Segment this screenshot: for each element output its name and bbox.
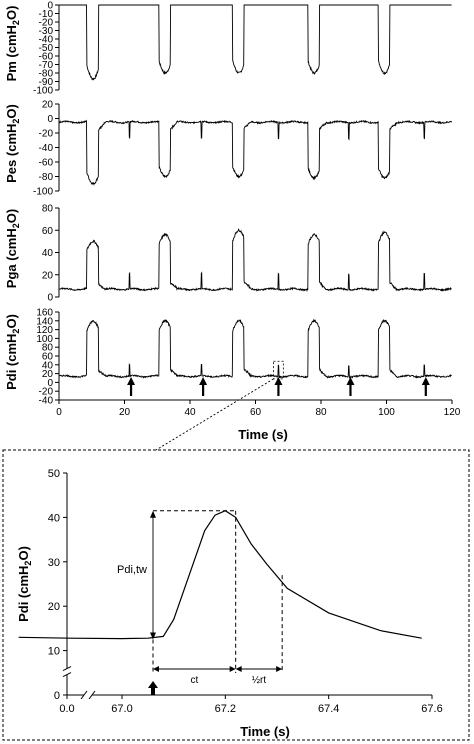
zoom-connector-line bbox=[155, 378, 274, 451]
y-axis-label: Pes (cmH2O) bbox=[4, 104, 21, 183]
y-tick-label: 140 bbox=[36, 316, 53, 327]
y-tick-label: -80 bbox=[39, 172, 54, 183]
y-tick-label: 30 bbox=[48, 557, 60, 569]
amplitude-label: Pdi,tw bbox=[117, 564, 147, 576]
stimulus-arrowhead bbox=[346, 377, 355, 385]
y-tick-label: 0 bbox=[47, 114, 53, 125]
y-axis-label: Pdi (cmH2O) bbox=[16, 546, 33, 622]
x-tick-label: 0.0 bbox=[59, 703, 74, 715]
y-tick-label: 80 bbox=[42, 343, 54, 354]
series-line bbox=[58, 228, 452, 293]
amplitude-arrowhead-top bbox=[150, 510, 156, 518]
chart-pdi-twitch-inset: 0 10 20 30 40 50 0.0 67.0 67.2 67.4 67.6 Pdi (cmH2O… bbox=[16, 468, 443, 715]
y-tick-label: 120 bbox=[36, 325, 53, 336]
chart-pes: 20 0 -20 -40 -60 -80 -100 Pes (cmH2O) bbox=[4, 100, 453, 198]
y-axis-break-mark bbox=[62, 672, 72, 678]
ct-arrowhead-right bbox=[229, 666, 236, 672]
y-tick-label: 40 bbox=[42, 248, 54, 259]
y-tick-label: 20 bbox=[42, 270, 54, 281]
y-tick-label: -10 bbox=[39, 9, 54, 20]
series-line bbox=[18, 510, 422, 640]
x-axis-label-inset: Time (s) bbox=[240, 724, 290, 739]
x-tick-label: 120 bbox=[444, 407, 461, 418]
stimulus-arrowhead bbox=[421, 377, 430, 385]
y-tick-label: 0 bbox=[54, 690, 60, 702]
y-tick-label: -60 bbox=[39, 52, 54, 63]
y-tick-label: -50 bbox=[39, 43, 54, 54]
y-tick-label: -40 bbox=[39, 396, 54, 407]
stimulus-arrow bbox=[151, 687, 155, 695]
series-line bbox=[58, 318, 452, 380]
x-tick-label: 67.6 bbox=[421, 703, 442, 715]
stimulus-arrowhead bbox=[148, 681, 158, 688]
x-axis-break-mark bbox=[88, 690, 96, 700]
x-axis-label-top: Time (s) bbox=[238, 427, 288, 442]
x-tick-label: 67.0 bbox=[111, 703, 132, 715]
zoom-highlight-box bbox=[273, 360, 284, 380]
x-tick-label: 0 bbox=[56, 407, 62, 418]
series-line bbox=[59, 4, 452, 81]
y-tick-label: 10 bbox=[48, 646, 60, 658]
y-tick-label: 80 bbox=[42, 204, 54, 215]
x-tick-label: 100 bbox=[378, 407, 395, 418]
y-tick-label: 20 bbox=[48, 601, 60, 613]
y-axis-break-mark bbox=[62, 666, 72, 672]
half-rt-arrowhead-right bbox=[276, 666, 283, 672]
y-tick-label: -60 bbox=[39, 158, 54, 169]
x-tick-label: 40 bbox=[184, 407, 196, 418]
y-tick-label: 0 bbox=[47, 378, 53, 389]
y-tick-label: -20 bbox=[39, 387, 54, 398]
chart-pm: 0-10-20-30-40-50-60-70-80-90-100 Pm (cmH2… bbox=[4, 1, 452, 97]
x-axis-break-mark bbox=[80, 690, 88, 700]
y-tick-label: 0 bbox=[47, 1, 53, 12]
y-tick-label: -40 bbox=[39, 143, 54, 154]
y-tick-label: -30 bbox=[39, 26, 54, 37]
y-tick-label: -100 bbox=[33, 86, 53, 97]
y-tick-label: 0 bbox=[47, 293, 53, 304]
half-rt-arrowhead-left bbox=[235, 666, 242, 672]
y-tick-label: -100 bbox=[33, 187, 53, 198]
y-tick-label: 40 bbox=[42, 360, 54, 371]
stimulus-arrowhead bbox=[274, 377, 283, 385]
series-line bbox=[58, 119, 453, 186]
inset-border bbox=[2, 449, 470, 741]
y-tick-label: 50 bbox=[48, 468, 60, 480]
y-tick-label: -70 bbox=[39, 60, 54, 71]
ct-arrowhead-left bbox=[153, 666, 159, 672]
y-tick-label: 100 bbox=[36, 334, 53, 345]
stimulus-arrowhead bbox=[199, 377, 208, 385]
y-tick-label: 20 bbox=[42, 100, 54, 111]
y-tick-label: -80 bbox=[39, 69, 54, 80]
y-axis-label: Pga (cmH2O) bbox=[4, 209, 21, 288]
amplitude-arrowhead-bottom bbox=[150, 632, 156, 640]
y-axis-label: Pdi (cmH2O) bbox=[4, 314, 21, 390]
y-tick-label: -90 bbox=[39, 77, 54, 88]
x-tick-label: 67.2 bbox=[215, 703, 236, 715]
x-tick-label: 80 bbox=[315, 407, 327, 418]
x-tick-label: 67.4 bbox=[318, 703, 339, 715]
chart-pga: 80 60 40 20 0 Pga (cmH2O) bbox=[4, 204, 452, 304]
stimulus-arrowhead bbox=[127, 377, 136, 385]
y-tick-label: 160 bbox=[36, 308, 53, 319]
y-tick-label: 20 bbox=[42, 369, 54, 380]
y-tick-label: 60 bbox=[42, 352, 54, 363]
x-tick-label: 20 bbox=[119, 407, 131, 418]
ct-label: ct bbox=[190, 675, 198, 686]
y-tick-label: 60 bbox=[42, 226, 54, 237]
y-axis-label: Pm (cmH2O) bbox=[4, 6, 21, 82]
x-tick-label: 60 bbox=[250, 407, 262, 418]
y-tick-label: 40 bbox=[48, 512, 60, 524]
y-tick-label: -40 bbox=[39, 35, 54, 46]
half-rt-label: ½rt bbox=[252, 675, 267, 686]
y-tick-label: -20 bbox=[39, 129, 54, 140]
y-tick-label: -20 bbox=[39, 18, 54, 29]
